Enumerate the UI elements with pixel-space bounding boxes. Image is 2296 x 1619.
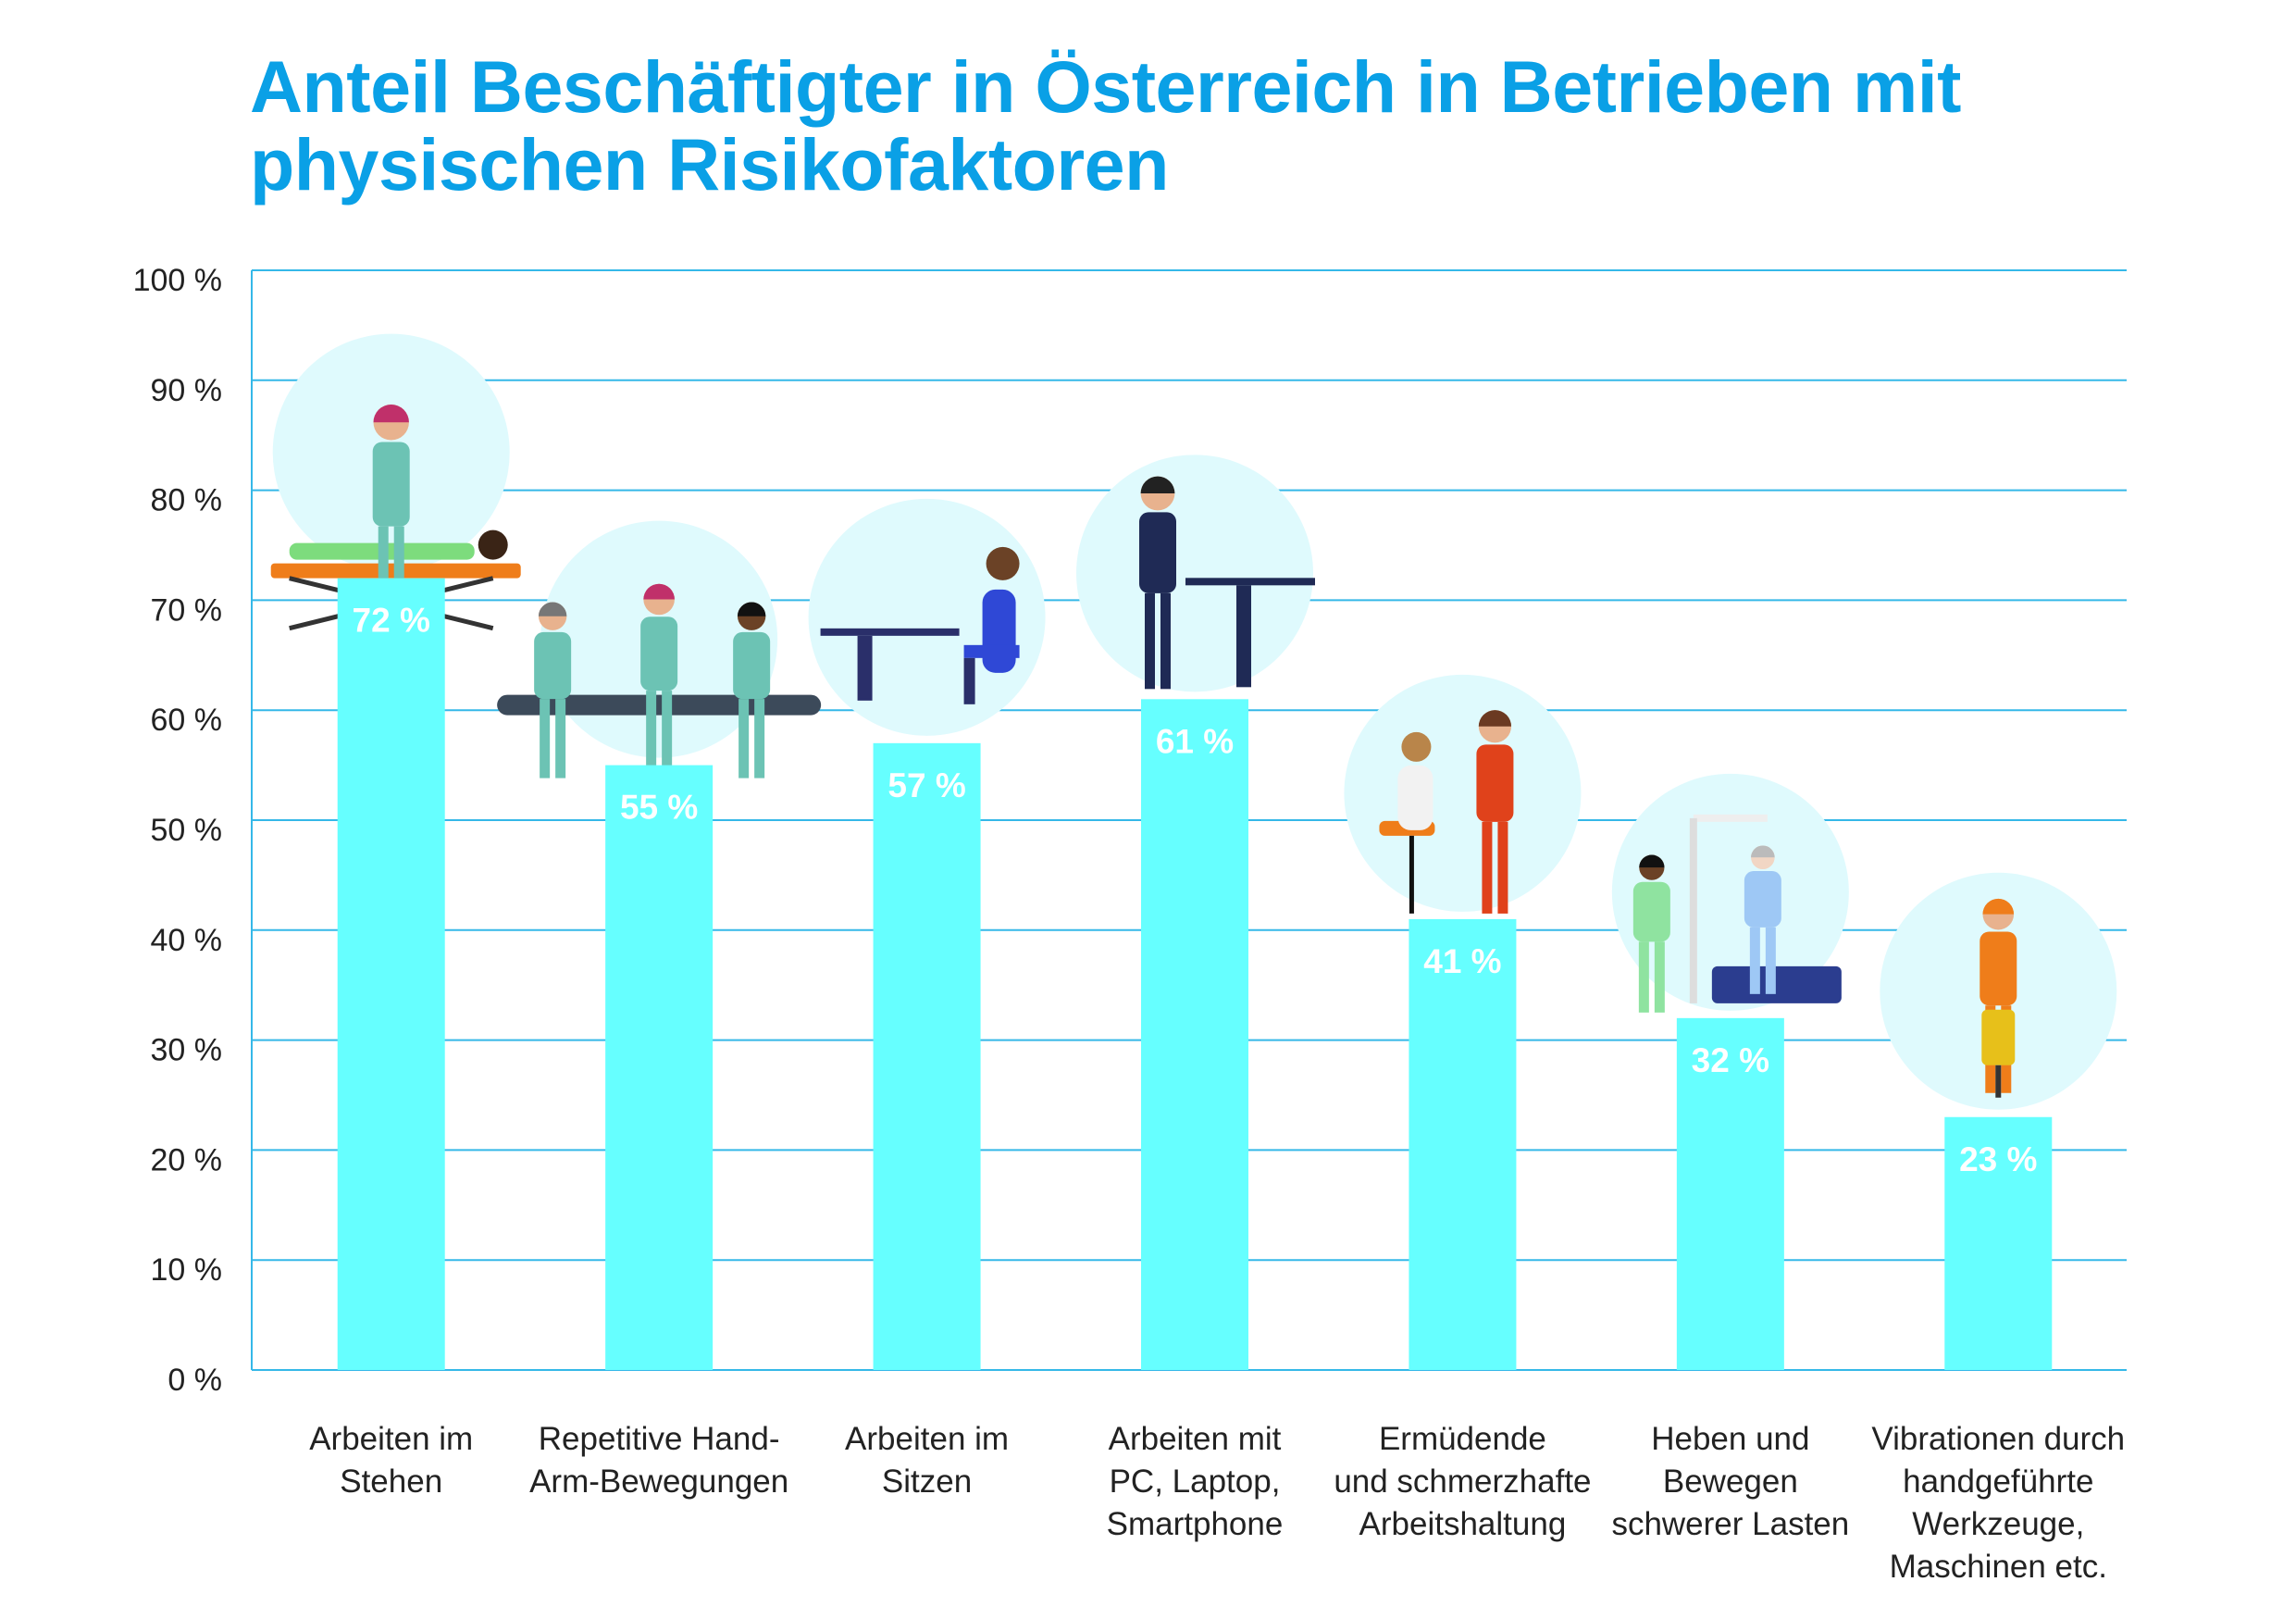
y-tick-label: 80 % xyxy=(151,483,223,518)
bar xyxy=(605,765,714,1370)
value-label: 23 % xyxy=(1959,1140,2037,1178)
category-label: Vibrationen durch handgeführte Werkzeuge, M… xyxy=(1871,1421,2126,1585)
value-label: 32 % xyxy=(1692,1041,1769,1079)
bar xyxy=(1944,1116,2053,1370)
value-label: 57 % xyxy=(887,766,965,804)
patient-lift-caregiver-icon xyxy=(1611,773,1849,1013)
category-label: Arbeiten im Stehen xyxy=(309,1421,474,1500)
y-tick-label: 10 % xyxy=(151,1252,223,1288)
bar xyxy=(337,578,445,1370)
standing-desk-worker-icon xyxy=(1076,455,1315,692)
y-tick-label: 100 % xyxy=(133,263,222,298)
bar xyxy=(1409,918,1517,1370)
y-tick-label: 20 % xyxy=(151,1142,223,1177)
bars xyxy=(337,578,2053,1370)
y-tick-label: 70 % xyxy=(151,592,223,628)
jackhammer-worker-icon xyxy=(1880,872,2117,1110)
bar xyxy=(873,742,981,1370)
y-tick-label: 60 % xyxy=(151,703,223,738)
category-label: Arbeiten mit PC, Laptop, Smartphone xyxy=(1106,1421,1284,1542)
seated-desk-worker-icon xyxy=(808,498,1046,736)
value-label: 41 % xyxy=(1423,942,1501,980)
value-label: 55 % xyxy=(620,789,698,827)
bar xyxy=(1676,1017,1784,1370)
category-label: Arbeiten im Sitzen xyxy=(845,1421,1010,1500)
y-tick-label: 50 % xyxy=(151,813,223,848)
chart-title: Anteil Beschäftigter in Österreich in Be… xyxy=(250,48,2193,204)
bar xyxy=(1141,699,1248,1370)
y-tick-label: 90 % xyxy=(151,373,223,408)
chart-title-line-1: Anteil Beschäftigter in Österreich in Be… xyxy=(250,45,1961,128)
category-label: Heben und Bewegen schwerer Lasten xyxy=(1611,1421,1850,1542)
y-tick-label: 30 % xyxy=(151,1033,223,1068)
value-label: 72 % xyxy=(353,602,430,640)
chart-title-line-2: physischen Risikofaktoren xyxy=(250,123,1169,205)
category-label: Ermüdende und schmerzhafte Arbeitshaltung xyxy=(1334,1421,1592,1542)
value-label: 61 % xyxy=(1156,722,1234,760)
category-label: Repetitive Hand- Arm-Bewegungen xyxy=(529,1421,789,1500)
assembly-line-workers-icon xyxy=(497,520,822,778)
hairdresser-icon xyxy=(1344,674,1582,914)
y-axis-ticks: 0 % 10 % 20 % 30 % 40 % 50 % 60 % 70 % 80 % 90 % 1… xyxy=(133,263,222,1398)
y-tick-label: 0 % xyxy=(168,1363,222,1398)
y-tick-label: 40 % xyxy=(151,923,223,958)
value-labels: 72 % 55 % 57 % 61 % 41 % 32 % 23 % xyxy=(353,602,2038,1178)
